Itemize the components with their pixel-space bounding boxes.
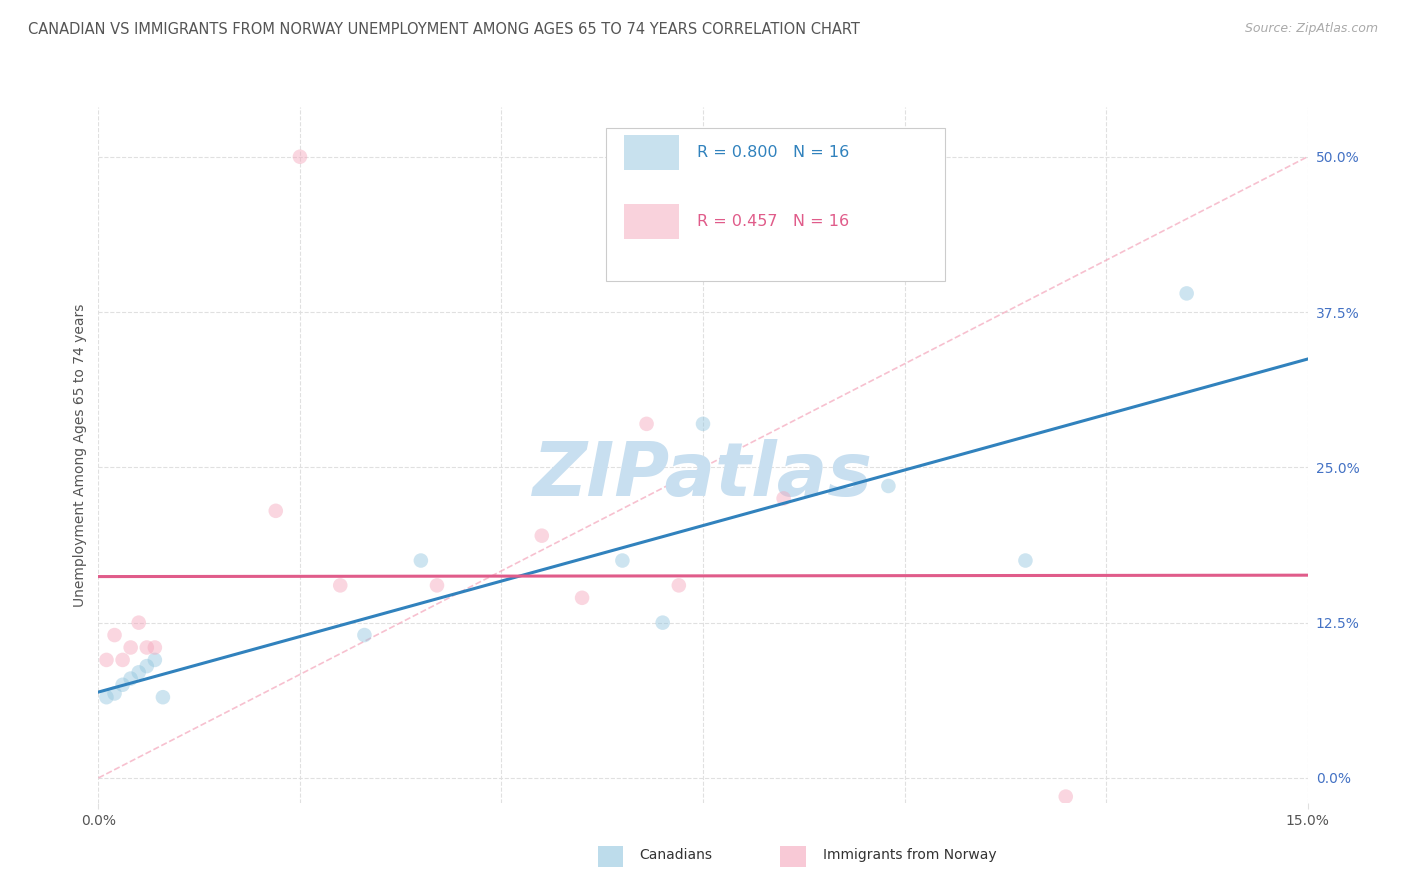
Point bbox=[668, 578, 690, 592]
Point bbox=[636, 417, 658, 431]
Point bbox=[152, 690, 174, 705]
Point bbox=[530, 529, 553, 543]
Point bbox=[877, 479, 900, 493]
Point bbox=[571, 591, 593, 605]
Text: CANADIAN VS IMMIGRANTS FROM NORWAY UNEMPLOYMENT AMONG AGES 65 TO 74 YEARS CORREL: CANADIAN VS IMMIGRANTS FROM NORWAY UNEMP… bbox=[28, 22, 860, 37]
Point bbox=[103, 686, 125, 700]
Text: Canadians: Canadians bbox=[640, 847, 713, 862]
Bar bbox=[624, 204, 679, 239]
Text: Immigrants from Norway: Immigrants from Norway bbox=[823, 847, 995, 862]
Point bbox=[120, 640, 142, 655]
Point bbox=[120, 672, 142, 686]
Point bbox=[143, 653, 166, 667]
Y-axis label: Unemployment Among Ages 65 to 74 years: Unemployment Among Ages 65 to 74 years bbox=[73, 303, 87, 607]
Text: ZIPatlas: ZIPatlas bbox=[533, 439, 873, 512]
Point bbox=[1014, 553, 1036, 567]
FancyBboxPatch shape bbox=[606, 128, 945, 281]
Point bbox=[103, 628, 125, 642]
Point bbox=[143, 640, 166, 655]
Point bbox=[612, 553, 634, 567]
Point bbox=[692, 417, 714, 431]
Point bbox=[96, 690, 118, 705]
Point bbox=[128, 665, 150, 680]
Text: Source: ZipAtlas.com: Source: ZipAtlas.com bbox=[1244, 22, 1378, 36]
Point bbox=[111, 678, 134, 692]
Point bbox=[409, 553, 432, 567]
Point bbox=[329, 578, 352, 592]
Point bbox=[772, 491, 794, 506]
Point bbox=[96, 653, 118, 667]
Point bbox=[651, 615, 673, 630]
Point bbox=[135, 640, 157, 655]
Point bbox=[264, 504, 287, 518]
Point bbox=[288, 150, 311, 164]
Bar bbox=[624, 135, 679, 169]
Point bbox=[1054, 789, 1077, 804]
Point bbox=[353, 628, 375, 642]
Point bbox=[135, 659, 157, 673]
Point bbox=[128, 615, 150, 630]
Text: R = 0.457   N = 16: R = 0.457 N = 16 bbox=[697, 214, 849, 229]
Text: R = 0.800   N = 16: R = 0.800 N = 16 bbox=[697, 145, 849, 160]
Point bbox=[111, 653, 134, 667]
Point bbox=[426, 578, 449, 592]
Point bbox=[1175, 286, 1198, 301]
